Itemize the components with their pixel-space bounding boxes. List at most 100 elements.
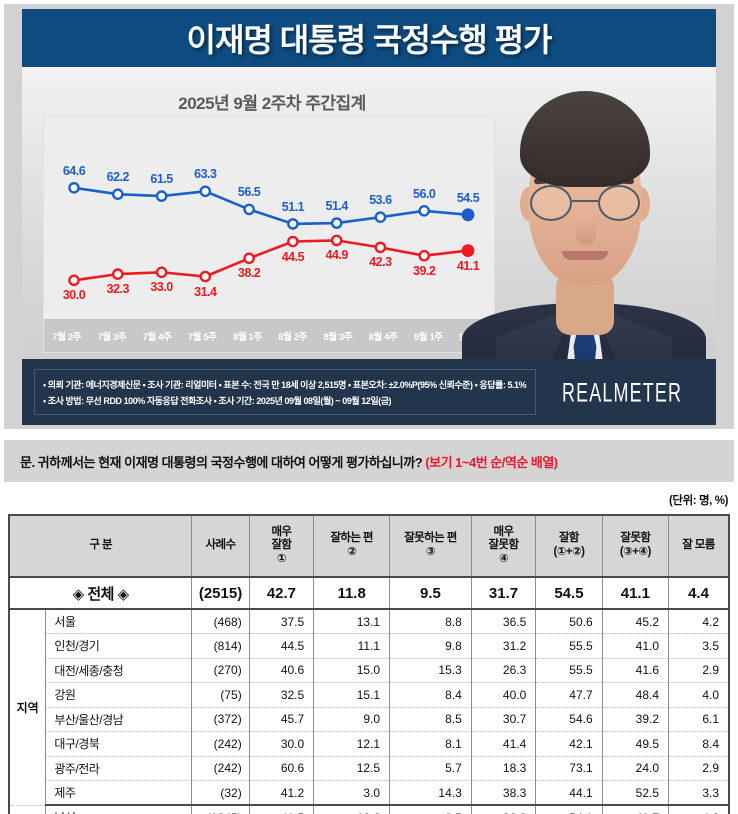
- trend-chart: 64.6 62.2 61.5 63.3 56.5 51.1 51.4 53.6 56.0 54.5…: [43, 115, 496, 353]
- row-value-5: 48.4: [601, 682, 670, 708]
- col-header-7: 잘못함 (③+④): [601, 514, 670, 578]
- table-group-지역: 지역 서울 (468) 37.5 13.1 8.8 36.5 50.6 45.2 4.2 인천/경기…: [8, 609, 731, 806]
- chart-x-axis: 7월 2주 7월 3주 7월 4주 7월 5주 8월 1주 8월 2주 8월 3주 8월 4주…: [44, 319, 496, 352]
- table-row: 대전/세종/충청 (270) 40.6 15.0 15.3 26.3 55.5 41.6 2.9: [9, 658, 731, 683]
- row-value-1: 15.1: [313, 682, 391, 708]
- row-label: 인천/경기: [45, 633, 193, 659]
- data-point: [287, 235, 299, 248]
- col-header-0: 구 분: [8, 514, 193, 578]
- card-body: 2025년 9월 2주차 주간집계 64.6 62.2 61.5 63.3 56.5 51…: [22, 67, 716, 422]
- data-label: 41.1: [456, 258, 480, 273]
- col-header-0-line-0: 구 분: [89, 539, 112, 552]
- glasses-bridge: [572, 200, 598, 203]
- row-value-4: 54.1: [535, 805, 603, 814]
- row-value-0: 45.7: [248, 707, 315, 732]
- col-header-5-line-0: 매우: [493, 525, 515, 538]
- chart-svg: [68, 182, 475, 287]
- portrait-nose: [576, 219, 596, 245]
- glasses-lens-left: [530, 185, 572, 221]
- row-value-0: 37.5: [248, 609, 315, 634]
- total-value-0: 42.7: [248, 577, 315, 610]
- row-value-3: 30.7: [470, 707, 537, 732]
- data-label: 32.3: [106, 282, 130, 297]
- row-value-5: 41.0: [601, 633, 670, 659]
- row-value-3: 18.3: [470, 756, 537, 781]
- data-point: [374, 241, 387, 254]
- row-label: 남성: [45, 805, 193, 814]
- table-header-row: 구 분 사례수 매우 잘함 ① 잘하는 편 ② 잘못하는 편 ③ 매우 잘못함 ④ 잘함 (①+②) 잘못함…: [8, 514, 731, 578]
- infographic-card: 이재명 대통령 국정수행 평가 2025년 9월 2주차 주간집계 64.6 62…: [4, 4, 734, 429]
- page-title: 이재명 대통령 국정수행 평가: [186, 22, 553, 58]
- row-value-4: 47.7: [535, 682, 603, 708]
- row-value-4: 44.1: [535, 780, 603, 806]
- row-cases: (1245): [191, 805, 250, 814]
- col-header-4-line-0: 잘못하는 편: [404, 532, 457, 545]
- table-row: 부산/울산/경남 (372) 45.7 9.0 8.5 30.7 54.6 39.2 6.1: [9, 707, 731, 732]
- total-value-1: 11.8: [313, 577, 391, 610]
- row-cases: (814): [191, 633, 250, 659]
- col-header-2: 매우 잘함 ①: [248, 514, 315, 578]
- row-label: 대전/세종/충청: [45, 658, 193, 683]
- total-value-2: 9.5: [389, 577, 472, 610]
- data-point: [461, 208, 475, 222]
- question-main: 문. 귀하께서는 현재 이재명 대통령의 국정수행에 대하여 어떻게 평가하십니…: [20, 454, 423, 470]
- col-header-8-line-0: 잘 모름: [682, 539, 715, 552]
- question-text: 문. 귀하께서는 현재 이재명 대통령의 국정수행에 대하여 어떻게 평가하십니…: [20, 452, 558, 471]
- row-value-5: 24.0: [601, 756, 670, 781]
- data-label: 53.6: [369, 193, 392, 208]
- question-bar: 문. 귀하께서는 현재 이재명 대통령의 국정수행에 대하여 어떻게 평가하십니…: [4, 440, 734, 482]
- row-value-5: 52.5: [601, 780, 670, 806]
- glasses-icon: [524, 185, 646, 221]
- series-line-잘함: [72, 186, 470, 226]
- group-label-지역: 지역: [8, 609, 47, 806]
- x-axis-tick: 7월 5주: [187, 331, 217, 343]
- data-label: 31.4: [194, 284, 217, 299]
- data-point: [68, 182, 80, 194]
- x-axis-tick: 8월 2주: [278, 331, 307, 343]
- data-point: [287, 218, 299, 230]
- row-value-1: 12.6: [313, 805, 391, 814]
- table-head: 구 분 사례수 매우 잘함 ① 잘하는 편 ② 잘못하는 편 ③ 매우 잘못함 ④ 잘함 (①+②) 잘못함…: [8, 514, 731, 578]
- row-value-2: 9.8: [389, 633, 472, 659]
- row-value-2: 9.5: [389, 805, 472, 814]
- data-point: [374, 211, 387, 223]
- row-value-2: 15.3: [389, 658, 472, 683]
- portrait-hair: [520, 91, 650, 187]
- results-table: 구 분 사례수 매우 잘함 ① 잘하는 편 ② 잘못하는 편 ③ 매우 잘못함 ④ 잘함 (①+②) 잘못함…: [8, 514, 731, 814]
- row-cases: (270): [191, 658, 250, 683]
- col-header-8: 잘 모름: [668, 514, 731, 578]
- data-label: 51.1: [281, 199, 305, 214]
- row-value-0: 60.6: [248, 756, 315, 781]
- row-value-6: 8.4: [668, 731, 731, 757]
- x-axis-tick: 8월 1주: [233, 331, 262, 343]
- data-label: 42.3: [369, 255, 392, 270]
- table-row: 대구/경북 (242) 30.0 12.1 8.1 41.4 42.1 49.5 8.4: [9, 731, 731, 757]
- row-cases: (242): [191, 731, 250, 757]
- row-cases: (372): [191, 707, 250, 732]
- row-value-4: 54.6: [535, 707, 603, 732]
- table-row: 제주 (32) 41.2 3.0 14.3 38.3 44.1 52.5 3.3: [9, 780, 731, 806]
- total-value-5: 41.1: [601, 577, 670, 610]
- row-value-1: 3.0: [313, 780, 391, 806]
- data-label: 51.4: [325, 199, 349, 214]
- row-value-5: 41.7: [601, 805, 670, 814]
- question-note: (보기 1~4번 순/역순 배열): [425, 454, 558, 470]
- table-row: 인천/경기 (814) 44.5 11.1 9.8 31.2 55.5 41.0 3.5: [9, 633, 731, 659]
- data-label: 61.5: [150, 172, 173, 187]
- col-header-5-line-2: ④: [498, 552, 509, 565]
- x-axis-tick: 7월 3주: [97, 331, 127, 343]
- col-header-7-line-1: (③+④): [619, 546, 651, 558]
- x-axis-tick: 8월 3주: [323, 331, 353, 343]
- data-label: 64.6: [62, 163, 86, 178]
- row-value-1: 12.1: [313, 731, 391, 757]
- row-value-4: 42.1: [535, 731, 603, 757]
- portrait-mouth: [562, 251, 608, 260]
- row-value-4: 73.1: [535, 756, 603, 781]
- data-point: [155, 266, 168, 279]
- row-value-0: 41.2: [248, 780, 315, 806]
- realmeter-logo: REALMETER: [561, 376, 683, 407]
- survey-method-box: • 의뢰 기관: 에너지경제신문 • 조사 기관: 리얼미터 • 표본 수: 전…: [34, 369, 536, 415]
- data-point: [243, 203, 255, 216]
